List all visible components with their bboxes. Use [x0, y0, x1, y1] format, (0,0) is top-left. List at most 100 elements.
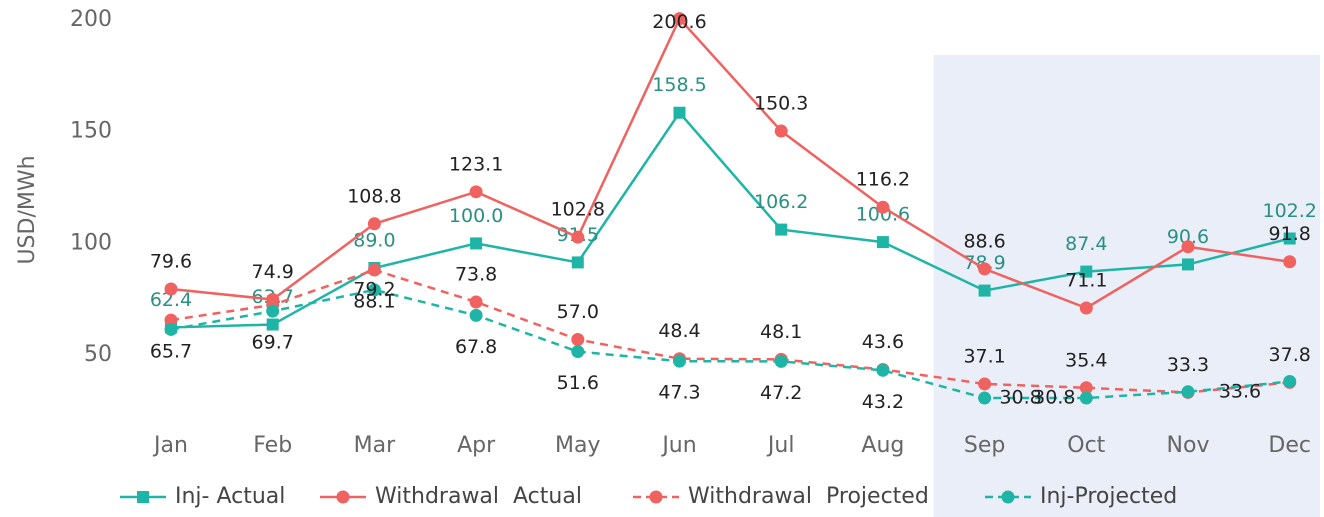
- point-marker: [1080, 265, 1093, 278]
- data-label: 106.2: [754, 191, 808, 213]
- x-tick-label: Oct: [1067, 433, 1105, 458]
- data-label: 71.1: [1065, 269, 1107, 291]
- point-marker: [164, 322, 178, 336]
- legend-marker: [336, 490, 350, 504]
- legend-label: Withdrawal Projected: [688, 484, 929, 509]
- data-label: 48.4: [658, 320, 700, 342]
- x-tick-label: May: [555, 433, 600, 458]
- data-label: 35.4: [1065, 349, 1107, 371]
- point-marker: [978, 284, 991, 297]
- data-label: 47.2: [760, 382, 802, 404]
- data-label: 79.6: [150, 251, 192, 273]
- data-label: 87.4: [1065, 233, 1107, 255]
- data-label: 100.0: [449, 205, 503, 227]
- data-label: 90.6: [1167, 226, 1209, 248]
- data-label: 89.0: [353, 230, 395, 252]
- point-marker: [1182, 258, 1194, 271]
- series-line: [170, 268, 1290, 394]
- y-tick-label: 150: [70, 119, 112, 144]
- point-marker: [1079, 301, 1093, 315]
- legend-marker: [137, 491, 149, 503]
- point-marker: [571, 333, 585, 347]
- point-marker: [1283, 232, 1296, 245]
- x-tick-label: Sep: [964, 433, 1005, 458]
- point-marker: [266, 304, 280, 318]
- data-label: 69.7: [252, 332, 294, 354]
- data-label: 116.2: [856, 169, 910, 191]
- point-marker: [876, 363, 890, 377]
- point-marker: [164, 282, 178, 296]
- data-label: 43.2: [862, 391, 904, 413]
- x-tick-label: Dec: [1268, 433, 1311, 458]
- data-label: 62.4: [150, 289, 192, 311]
- series-line: [170, 16, 1290, 310]
- point-marker: [978, 391, 992, 405]
- x-tick-label: Jul: [766, 433, 795, 458]
- point-marker: [266, 318, 279, 331]
- data-label: 30.8: [1033, 387, 1075, 409]
- data-label: 37.8: [1269, 344, 1311, 366]
- data-label: 150.3: [754, 93, 808, 115]
- point-marker: [1283, 375, 1297, 389]
- point-marker: [470, 237, 483, 250]
- y-tick-label: 50: [84, 342, 112, 367]
- point-marker: [1181, 240, 1195, 254]
- legend-item: Inj-Projected: [985, 484, 1177, 509]
- data-label: 74.9: [252, 261, 294, 283]
- data-label: 65.7: [150, 341, 192, 363]
- point-marker: [876, 200, 890, 214]
- x-tick-label: Mar: [354, 433, 396, 458]
- data-label: 33.6: [1219, 380, 1261, 402]
- data-label: 51.6: [557, 372, 599, 394]
- data-label: 43.6: [862, 331, 904, 353]
- y-tick-label: 100: [70, 230, 112, 255]
- point-marker: [1181, 385, 1195, 399]
- data-label: 67.8: [455, 336, 497, 358]
- x-tick-label: Apr: [457, 433, 496, 458]
- legend-marker: [1001, 490, 1015, 504]
- series-line: [170, 288, 1290, 400]
- data-label: 73.8: [455, 263, 497, 285]
- point-marker: [774, 354, 788, 368]
- point-marker: [1283, 255, 1297, 269]
- point-marker: [978, 377, 992, 391]
- data-label: 79.2: [353, 278, 395, 300]
- series-line: [170, 110, 1291, 329]
- legend-item: Withdrawal Actual: [320, 484, 582, 509]
- point-marker: [571, 345, 585, 359]
- data-label: 88.6: [963, 230, 1005, 252]
- data-label: 33.3: [1167, 354, 1209, 376]
- legend-label: Inj-Projected: [1040, 484, 1177, 509]
- point-marker: [571, 256, 584, 269]
- point-marker: [876, 236, 889, 249]
- legend-item: Inj- Actual: [120, 484, 285, 509]
- point-marker: [1079, 391, 1093, 405]
- x-tick-label: Jan: [152, 433, 188, 458]
- data-label: 102.2: [1262, 200, 1316, 222]
- legend-label: Withdrawal Actual: [375, 484, 582, 509]
- point-marker: [469, 185, 483, 199]
- data-label: 48.1: [760, 321, 802, 343]
- point-marker: [164, 313, 178, 327]
- data-label: 158.5: [652, 74, 706, 96]
- y-axis-title: USD/MWh: [15, 155, 40, 264]
- point-marker: [469, 308, 483, 322]
- point-marker: [1079, 381, 1093, 395]
- point-marker: [775, 223, 788, 236]
- point-marker: [367, 217, 381, 231]
- data-label: 30.8: [999, 387, 1041, 409]
- data-label: 123.1: [449, 153, 503, 175]
- data-label: 47.3: [658, 382, 700, 404]
- x-tick-label: Nov: [1167, 433, 1210, 458]
- projection-region: [933, 55, 1320, 517]
- data-label: 88.1: [353, 291, 395, 313]
- x-tick-label: Feb: [253, 433, 292, 458]
- point-marker: [673, 106, 686, 119]
- legend-label: Inj- Actual: [175, 484, 285, 509]
- data-label: 91.8: [1269, 223, 1311, 245]
- data-label: 37.1: [963, 345, 1005, 367]
- point-marker: [367, 283, 381, 297]
- point-marker: [571, 230, 585, 244]
- point-marker: [978, 262, 992, 276]
